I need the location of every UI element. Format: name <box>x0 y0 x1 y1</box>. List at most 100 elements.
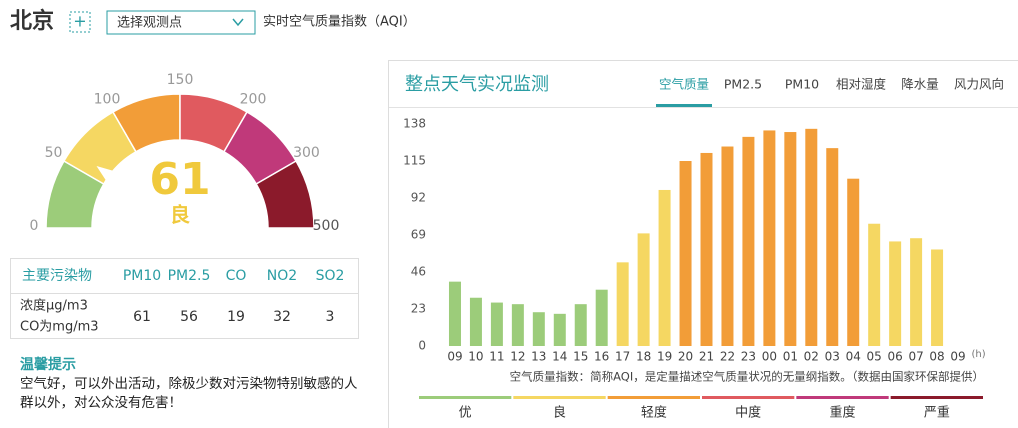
table-header: NO2 <box>267 268 297 284</box>
gauge-tick-label: 500 <box>313 218 340 234</box>
bar <box>721 146 734 346</box>
row-label: CO为mg/m3 <box>20 320 99 335</box>
x-tick-label: 06 <box>887 350 902 364</box>
panel <box>388 60 1018 428</box>
gauge: 0 50 100 150 200 300 500 <box>30 72 340 234</box>
x-tick-label: 18 <box>636 350 651 364</box>
gauge-segment <box>255 159 315 229</box>
x-tick-label: 21 <box>699 350 714 364</box>
tab[interactable]: 降水量 <box>901 77 939 92</box>
tab-underline <box>656 104 712 107</box>
bar <box>574 304 587 346</box>
bar <box>742 136 755 346</box>
x-unit: (h) <box>972 349 986 360</box>
bar <box>616 262 629 346</box>
gauge-tick-label: 100 <box>94 92 121 108</box>
gauge-tick-label: 0 <box>30 218 39 234</box>
x-tick-label: 19 <box>657 350 672 364</box>
tab[interactable]: 相对湿度 <box>836 77 887 92</box>
table-cells: 主要污染物 PM10 PM2.5 CO NO2 SO2 浓度μg/m3 CO为mg/m3 61 5… <box>20 268 344 335</box>
bar <box>784 132 797 346</box>
chart: 空气质量 PM2.5 PM10 相对湿度 降水量 风力风向 0 23 46 69 92 115 138 0… <box>403 77 1004 421</box>
x-tick-label: 02 <box>804 350 819 364</box>
x-tick-label: 14 <box>552 350 567 364</box>
bar <box>679 161 692 346</box>
table-header: PM10 <box>123 268 161 284</box>
legend-swatch <box>513 396 606 399</box>
bar <box>490 302 503 346</box>
x-tick-label: 04 <box>846 350 861 364</box>
legend-swatch <box>419 396 512 399</box>
y-tick-label: 23 <box>411 302 426 316</box>
station-select[interactable] <box>106 10 256 35</box>
gauge-tick-label: 150 <box>167 72 194 88</box>
tab[interactable]: PM10 <box>785 77 819 92</box>
tip-title: 温馨提示 <box>20 356 76 373</box>
bar <box>847 178 860 346</box>
y-tick-label: 115 <box>403 154 426 168</box>
x-tick-label: 11 <box>489 350 504 364</box>
table-value: 19 <box>227 309 245 325</box>
x-tick-label: 03 <box>825 350 840 364</box>
table-header: CO <box>226 268 247 284</box>
bar <box>805 128 818 346</box>
pollutant-table <box>10 258 359 339</box>
gauge-tick-label: 300 <box>293 145 320 161</box>
y-tick-label: 92 <box>411 191 426 205</box>
x-tick-label: 12 <box>510 350 525 364</box>
panel-title: 整点天气实况监测 <box>405 74 549 95</box>
y-tick-label: 46 <box>411 265 426 279</box>
x-tick-label: 07 <box>908 350 923 364</box>
tab[interactable]: PM2.5 <box>724 77 762 92</box>
bar <box>553 313 566 346</box>
x-tick-label: 09 <box>447 350 462 364</box>
aqi-label: 实时空气质量指数（AQI） <box>263 14 416 30</box>
legend-label: 轻度 <box>641 405 667 421</box>
x-tick-label: 17 <box>615 350 630 364</box>
bar <box>763 130 776 346</box>
bar <box>658 189 671 346</box>
table-value: 56 <box>180 309 198 325</box>
legend-label: 良 <box>553 405 566 421</box>
bar <box>448 281 461 346</box>
tab[interactable]: 风力风向 <box>954 77 1004 92</box>
legend-label: 重度 <box>829 405 855 421</box>
bar <box>595 289 608 346</box>
legend-label: 严重 <box>924 405 950 421</box>
legend-swatch <box>607 396 700 399</box>
add-button[interactable] <box>69 11 91 33</box>
table-header: PM2.5 <box>168 268 211 284</box>
x-tick-label: 22 <box>720 350 735 364</box>
x-tick-label: 09 <box>950 350 965 364</box>
table-value: 3 <box>326 309 335 325</box>
add-icon: + <box>73 12 86 31</box>
gauge-pointer <box>96 165 118 185</box>
y-tick-label: 0 <box>418 339 426 353</box>
bar <box>889 241 902 346</box>
table-header: SO2 <box>316 268 345 284</box>
legend-swatch <box>796 396 889 399</box>
gauge-tick-label: 50 <box>45 145 63 161</box>
aqi-level: 良 <box>170 203 190 227</box>
bar <box>511 304 524 346</box>
x-tick-label: 16 <box>594 350 609 364</box>
tip-text: 空气好，可以外出活动，除极少数对污染物特别敏感的人群以外，对公众没有危害！ <box>20 376 358 411</box>
legend-label: 优 <box>459 406 472 421</box>
x-tick-label: 15 <box>573 350 588 364</box>
tab[interactable]: 空气质量 <box>659 77 709 92</box>
table-value: 61 <box>133 309 151 325</box>
select-label: 选择观测点 <box>117 16 182 31</box>
x-tick-label: 20 <box>678 350 693 364</box>
bar <box>868 223 881 346</box>
legend-swatch <box>702 396 795 399</box>
x-tick-label: 05 <box>867 350 882 364</box>
city: 北京 <box>10 8 54 34</box>
legend-swatch <box>890 396 983 399</box>
bar <box>931 249 944 346</box>
x-tick-label: 23 <box>741 350 756 364</box>
table-value: 32 <box>273 309 291 325</box>
gauge-tick-label: 200 <box>240 92 267 108</box>
x-tick-label: 10 <box>468 350 483 364</box>
